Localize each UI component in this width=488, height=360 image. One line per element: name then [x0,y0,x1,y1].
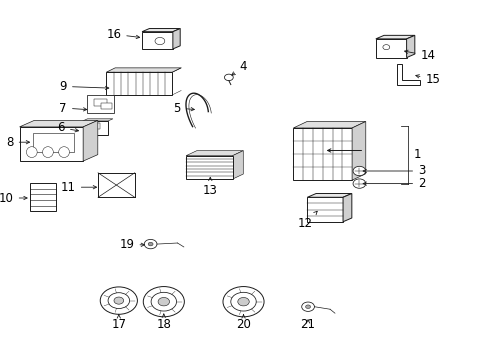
Bar [101,103,112,109]
Polygon shape [173,28,180,49]
Circle shape [108,293,129,309]
Circle shape [155,37,164,45]
Circle shape [352,166,365,176]
Bar [29,183,56,211]
Text: 14: 14 [404,49,435,62]
Polygon shape [185,150,243,156]
Bar [86,122,100,129]
Circle shape [230,292,256,311]
Bar [185,156,232,179]
Text: 10: 10 [0,192,27,204]
Text: 2: 2 [363,177,425,190]
Circle shape [301,302,314,311]
Text: 1: 1 [412,148,420,161]
Text: 15: 15 [415,73,439,86]
Text: 5: 5 [173,102,194,114]
Circle shape [143,287,184,317]
Circle shape [114,297,123,304]
Circle shape [224,74,233,81]
Polygon shape [375,35,414,39]
Text: 8: 8 [6,136,29,149]
Circle shape [151,292,176,311]
Ellipse shape [26,147,37,158]
Polygon shape [351,122,365,180]
Polygon shape [343,194,351,222]
Ellipse shape [59,147,69,158]
Text: 19: 19 [119,238,144,251]
Text: 16: 16 [106,28,139,41]
Text: 21: 21 [300,318,315,330]
Bar [82,121,108,135]
Polygon shape [396,64,419,85]
Text: 11: 11 [61,181,96,194]
Polygon shape [20,127,83,161]
Bar [93,99,107,106]
Text: 4: 4 [231,60,246,75]
Text: 20: 20 [236,315,250,330]
Polygon shape [20,120,98,127]
Text: 17: 17 [111,315,126,330]
Text: 12: 12 [298,211,317,230]
Polygon shape [106,68,181,72]
Ellipse shape [42,147,53,158]
Polygon shape [307,194,351,197]
Text: 7: 7 [60,102,86,114]
Bar [293,128,351,180]
Circle shape [148,242,153,246]
Bar [87,95,113,113]
Polygon shape [406,35,414,58]
Circle shape [237,297,249,306]
Text: 18: 18 [156,314,171,330]
Polygon shape [83,120,98,161]
Circle shape [305,305,310,309]
Circle shape [158,297,169,306]
Bar [33,133,74,152]
Text: 6: 6 [58,121,79,134]
Circle shape [352,179,365,188]
Text: 3: 3 [363,165,425,177]
Polygon shape [82,119,113,121]
Polygon shape [293,122,365,128]
Polygon shape [232,150,243,179]
Circle shape [382,45,389,50]
Polygon shape [142,32,173,49]
Polygon shape [375,39,406,58]
Text: 13: 13 [203,177,217,197]
Circle shape [223,287,264,317]
Bar [106,72,172,95]
Polygon shape [307,197,343,222]
Polygon shape [142,28,180,32]
Text: 9: 9 [60,80,108,93]
Circle shape [144,239,157,249]
Circle shape [100,287,137,314]
